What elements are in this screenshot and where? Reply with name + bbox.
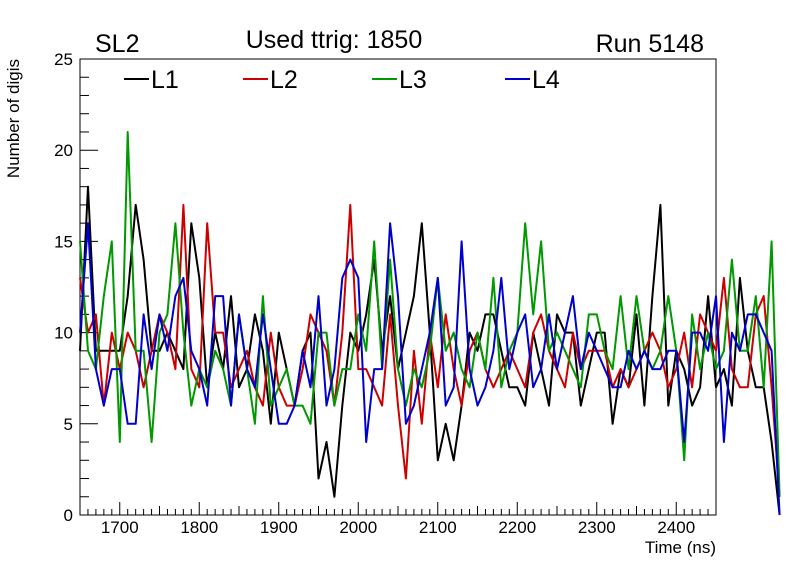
x-tick-label: 1700 (101, 518, 139, 537)
x-tick-label: 1900 (260, 518, 298, 537)
right-label: Run 5148 (596, 30, 704, 58)
x-tick-label: 1800 (180, 518, 218, 537)
chart-title: Used ttrig: 1850 (246, 26, 423, 54)
axis-ticks: 1700 1800 1900 2000 2100 2200 2300 2400 0 5 10 15 20… (54, 50, 717, 537)
x-tick-label: 2100 (419, 518, 457, 537)
x-tick-label: 2200 (498, 518, 536, 537)
y-tick-label: 5 (64, 415, 73, 434)
series-line-l4 (79, 222, 781, 516)
x-tick-label: 2300 (578, 518, 616, 537)
x-tick-label: 2000 (339, 518, 377, 537)
legend-label-l1: L1 (151, 66, 179, 94)
legend-label-l2: L2 (270, 66, 298, 94)
legend-label-l3: L3 (399, 66, 427, 94)
y-tick-label: 15 (54, 232, 73, 251)
y-tick-label: 10 (54, 324, 73, 343)
y-tick-label: 20 (54, 141, 73, 160)
series-line-l3 (79, 131, 781, 497)
y-axis-label: Number of digis (4, 59, 23, 178)
left-label: SL2 (95, 30, 139, 58)
legend-label-l4: L4 (532, 66, 560, 94)
x-tick-label: 2400 (657, 518, 695, 537)
x-axis-label: Time (ns) (645, 538, 716, 557)
series-lines (79, 131, 781, 516)
y-tick-label: 0 (64, 506, 73, 525)
legend: L1 L2 L3 L4 (124, 66, 560, 94)
y-tick-label: 25 (54, 50, 73, 69)
